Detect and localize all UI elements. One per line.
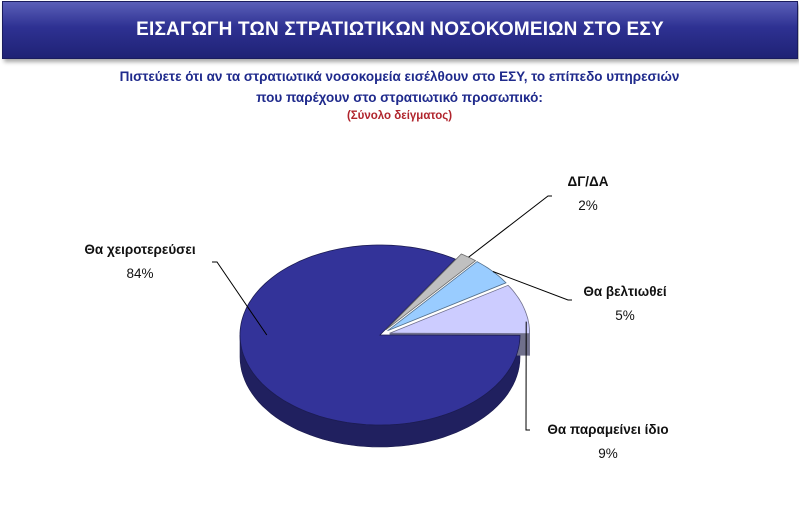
pie-leader-lines [212, 195, 572, 431]
pie-slice-1 [239, 244, 521, 426]
pie-top-layer [239, 244, 530, 426]
question-text: Πιστεύετε ότι αν τα στρατιωτικά νοσοκομε… [0, 66, 799, 108]
slice-label-1: Θα χειροτερεύσει [84, 242, 195, 257]
slice-label-3: Θα βελτιωθεί [583, 284, 667, 299]
slice-value-2: 2% [578, 198, 598, 213]
question-line-1: Πιστεύετε ότι αν τα στρατιωτικά νοσοκομε… [119, 69, 680, 84]
leader-line-1 [212, 261, 268, 336]
leader-line-3 [492, 271, 572, 301]
pie-slice-3 [387, 261, 507, 332]
question-line-2: που παρέχουν στο στρατιωτικό προσωπικό: [256, 90, 543, 105]
page-title: ΕΙΣΑΓΩΓΗ ΤΩΝ ΣΤΡΑΤΙΩΤΙΚΩΝ ΝΟΣΟΚΟΜΕΙΩΝ ΣΤ… [136, 19, 664, 40]
slice-value-1: 84% [126, 266, 153, 281]
pie-labels: Θα χειροτερεύσει 84% ΔΓ/ΔΑ 2% Θα βελτιωθεί 5%… [84, 174, 668, 461]
sample-note: (Σύνολο δείγματος) [346, 110, 453, 122]
header-banner: ΕΙΣΑΓΩΓΗ ΤΩΝ ΣΤΡΑΤΙΩΤΙΚΩΝ ΝΟΣΟΚΟΜΕΙΩΝ ΣΤ… [2, 1, 798, 59]
leader-line-4 [525, 321, 530, 431]
slice-label-4: Θα παραμείνει ίδιο [547, 422, 668, 437]
leader-line-2 [468, 195, 552, 258]
slice-label-2: ΔΓ/ΔΑ [567, 174, 608, 189]
pie-slice-4 [389, 284, 530, 335]
slice-value-4: 9% [598, 446, 618, 461]
slice-value-3: 5% [615, 308, 635, 323]
